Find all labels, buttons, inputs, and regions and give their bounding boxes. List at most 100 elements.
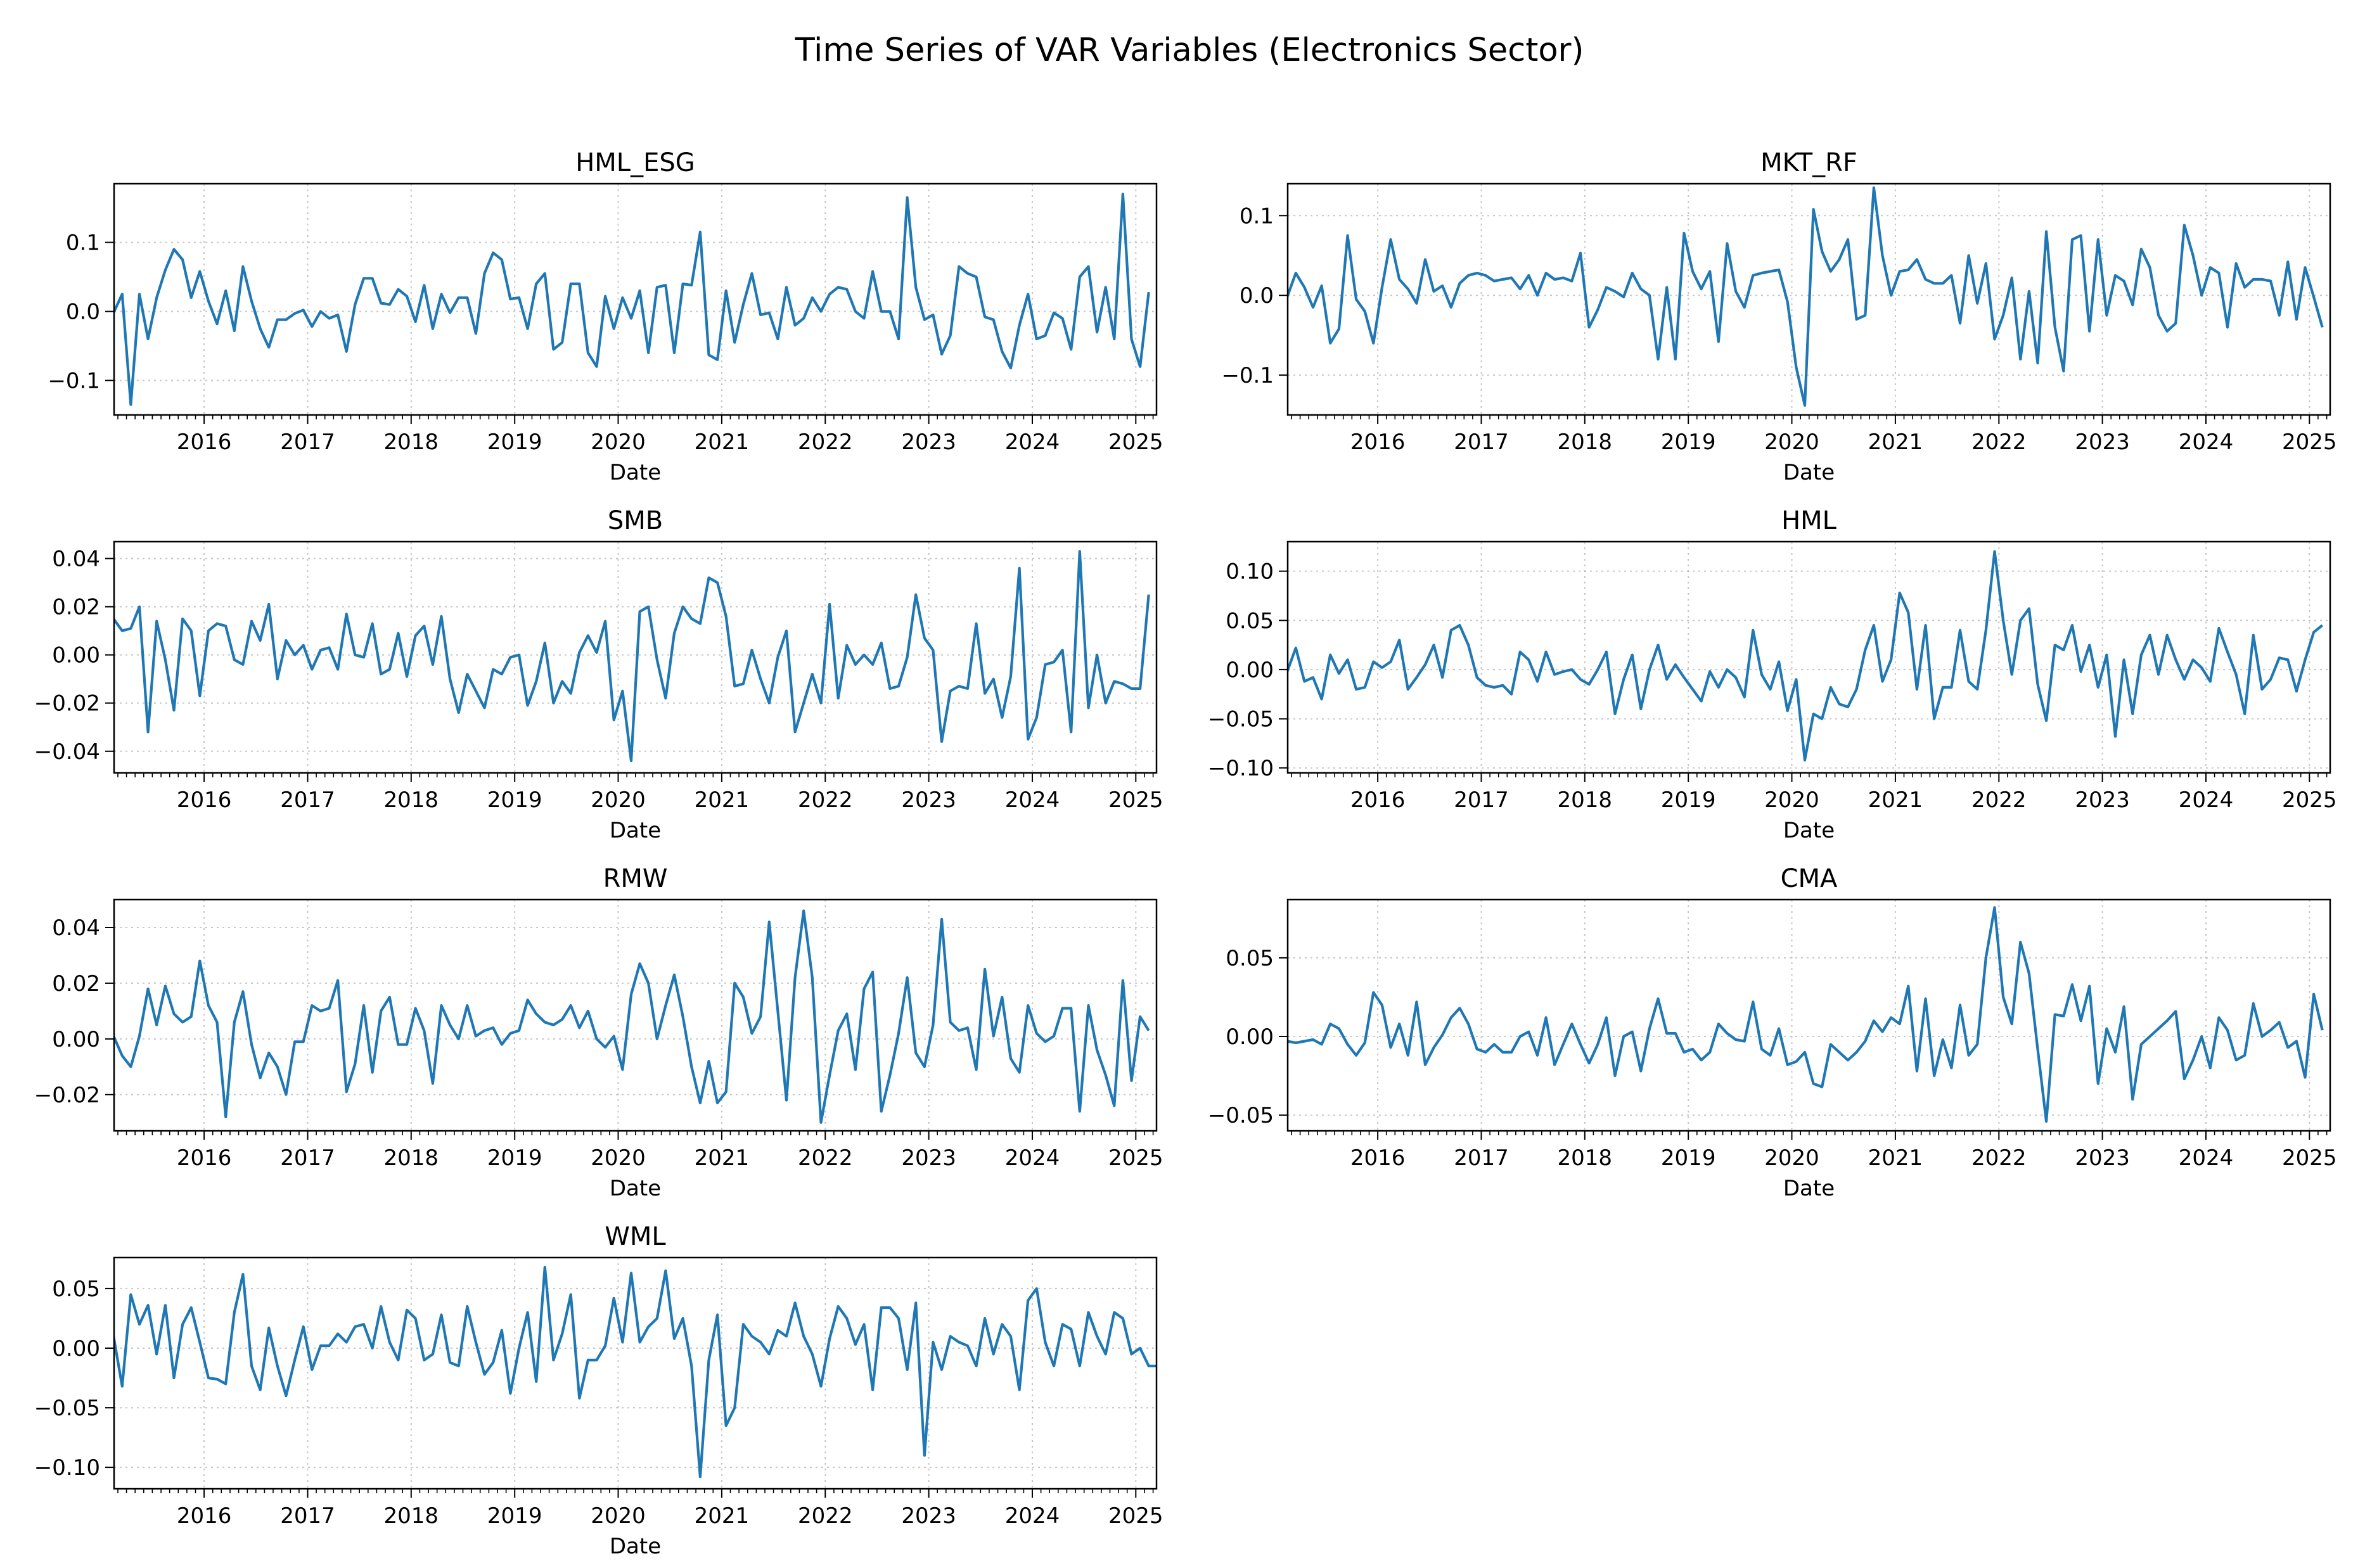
chart-mkt-rf: 2016 2017 2018 2019 2020 2021 2022 2023 2024 2025… [1221,148,2336,485]
chart-rmw-xtick-label-2022: 2022 [798,1145,853,1171]
chart-wml-series-line [114,1265,1157,1479]
chart-smb-ytick-label-4: 0.04 [52,547,100,572]
chart-rmw-ytick-label-1: 0.00 [52,1027,100,1052]
chart-smb-xtick-label-2018: 2018 [384,787,439,813]
chart-hml-ytick-label-2: 0.00 [1226,658,1274,683]
chart-cma-title: CMA [1781,864,1838,893]
chart-hml-esg-series-line [114,193,1150,406]
chart-hml-xlabel: Date [1783,818,1835,843]
chart-mkt-rf-xtick-label-2020: 2020 [1764,430,1819,455]
chart-smb-xtick-label-2023: 2023 [901,787,956,813]
chart-wml: 2016 2017 2018 2019 2020 2021 2022 2023 2024 2025… [34,1222,1163,1559]
chart-rmw-xtick-label-2021: 2021 [695,1145,750,1171]
chart-smb-xlabel: Date [610,818,661,843]
chart-wml-title: WML [605,1222,666,1251]
chart-mkt-rf-xtick-label-2021: 2021 [1868,430,1923,455]
chart-mkt-rf-xtick-label-2016: 2016 [1350,430,1406,455]
chart-hml-xtick-label-2022: 2022 [1971,787,2027,813]
chart-cma-xtick-label-2021: 2021 [1868,1145,1923,1171]
chart-smb-xtick-label-2022: 2022 [798,787,853,813]
chart-rmw-xtick-label-2023: 2023 [901,1145,956,1171]
chart-smb-title: SMB [608,506,663,535]
chart-wml-ytick-label-2: 0.00 [52,1336,100,1361]
chart-smb-frame [113,540,1158,774]
subplot-grid: 2016 2017 2018 2019 2020 2021 2022 2023 2024 2025… [34,148,2337,1559]
chart-wml-ytick-label-1: −0.05 [34,1396,100,1421]
chart-hml-esg-xtick-label-2018: 2018 [384,430,439,455]
chart-smb-xtick-label-2021: 2021 [695,787,750,813]
chart-hml-esg-xtick-label-2020: 2020 [591,430,646,455]
chart-cma-ytick-label-1: 0.00 [1226,1024,1274,1050]
chart-mkt-rf-xtick-label-2024: 2024 [2179,430,2234,455]
chart-wml-xtick-label-2021: 2021 [695,1503,750,1529]
chart-wml-xtick-label-2018: 2018 [384,1503,439,1529]
chart-smb-xtick-label-2016: 2016 [177,787,232,813]
chart-smb-series-line [114,550,1150,763]
chart-mkt-rf-xtick-label-2019: 2019 [1661,430,1716,455]
chart-hml-xtick-label-2018: 2018 [1558,787,1613,813]
chart-rmw-xtick-label-2024: 2024 [1005,1145,1060,1171]
chart-rmw-xtick-label-2020: 2020 [591,1145,646,1171]
chart-hml-esg-xtick-label-2025: 2025 [1108,430,1163,455]
chart-cma-xtick-label-2022: 2022 [1971,1145,2027,1171]
chart-smb-ytick-label-3: 0.02 [52,595,100,620]
chart-wml-xtick-label-2019: 2019 [487,1503,542,1529]
chart-cma-series-line [1288,906,2324,1123]
chart-hml-title: HML [1781,506,1837,535]
chart-hml-frame [1286,540,2331,774]
chart-mkt-rf-frame [1286,182,2331,416]
chart-rmw-xlabel: Date [610,1176,661,1201]
chart-cma-xtick-label-2016: 2016 [1350,1145,1406,1171]
chart-rmw-xtick-label-2019: 2019 [487,1145,542,1171]
chart-rmw-xtick-label-2017: 2017 [280,1145,335,1171]
chart-hml-xtick-label-2020: 2020 [1764,787,1819,813]
chart-smb-xtick-label-2017: 2017 [280,787,335,813]
figure-title: Time Series of VAR Variables (Electronic… [795,32,1584,69]
chart-hml-esg-frame [113,182,1158,416]
chart-rmw-frame [113,898,1158,1132]
chart-rmw-xtick-label-2016: 2016 [177,1145,232,1171]
chart-cma-xtick-label-2025: 2025 [2282,1145,2337,1171]
chart-rmw-ytick-label-2: 0.02 [52,971,100,997]
chart-hml-esg-xtick-label-2024: 2024 [1005,430,1060,455]
chart-cma-xtick-label-2017: 2017 [1454,1145,1509,1171]
chart-cma-xlabel: Date [1783,1176,1835,1201]
chart-mkt-rf-xlabel: Date [1783,460,1835,485]
chart-hml-esg-xtick-label-2023: 2023 [901,430,956,455]
chart-cma-xtick-label-2018: 2018 [1558,1145,1613,1171]
chart-mkt-rf-xtick-label-2018: 2018 [1558,430,1613,455]
chart-cma-ytick-label-2: 0.05 [1226,946,1274,971]
chart-hml-xtick-label-2016: 2016 [1350,787,1406,813]
chart-cma-xtick-label-2023: 2023 [2075,1145,2130,1171]
chart-cma-frame [1286,898,2331,1132]
chart-wml-frame [113,1256,1158,1490]
chart-wml-xtick-label-2017: 2017 [280,1503,335,1529]
chart-mkt-rf-xtick-label-2017: 2017 [1454,430,1509,455]
chart-mkt-rf-ytick-label-1: 0.0 [1240,283,1274,309]
chart-hml-xtick-label-2024: 2024 [2179,787,2234,813]
chart-wml-xtick-label-2020: 2020 [591,1503,646,1529]
chart-hml-esg-xtick-label-2019: 2019 [487,430,542,455]
chart-hml-xtick-label-2021: 2021 [1868,787,1923,813]
chart-hml-xtick-label-2023: 2023 [2075,787,2130,813]
chart-hml-esg-xtick-label-2016: 2016 [177,430,232,455]
chart-smb-ytick-label-0: −0.04 [34,739,100,765]
chart-hml-esg-ytick-label-2: 0.1 [66,231,100,256]
chart-cma-xtick-label-2024: 2024 [2179,1145,2234,1171]
chart-smb-xtick-label-2019: 2019 [487,787,542,813]
chart-cma-ytick-label-0: −0.05 [1208,1103,1274,1128]
chart-hml-esg-ytick-label-0: −0.1 [48,369,100,394]
chart-wml-xtick-label-2016: 2016 [177,1503,232,1529]
chart-cma: 2016 2017 2018 2019 2020 2021 2022 2023 2024 2025… [1208,864,2337,1201]
chart-rmw-series-line [114,909,1150,1124]
chart-mkt-rf-xtick-label-2023: 2023 [2075,430,2130,455]
chart-hml-esg-title: HML_ESG [575,148,695,177]
chart-rmw-xtick-label-2025: 2025 [1108,1145,1163,1171]
chart-cma-xtick-label-2020: 2020 [1764,1145,1819,1171]
chart-wml-xtick-label-2023: 2023 [901,1503,956,1529]
chart-smb: 2016 2017 2018 2019 2020 2021 2022 2023 2024 2025… [34,506,1163,843]
chart-hml-ytick-label-0: −0.10 [1208,756,1274,781]
chart-rmw: 2016 2017 2018 2019 2020 2021 2022 2023 2024 2025… [34,864,1163,1201]
chart-hml-esg: 2016 2017 2018 2019 2020 2021 2022 2023 2024 2025… [48,148,1163,485]
